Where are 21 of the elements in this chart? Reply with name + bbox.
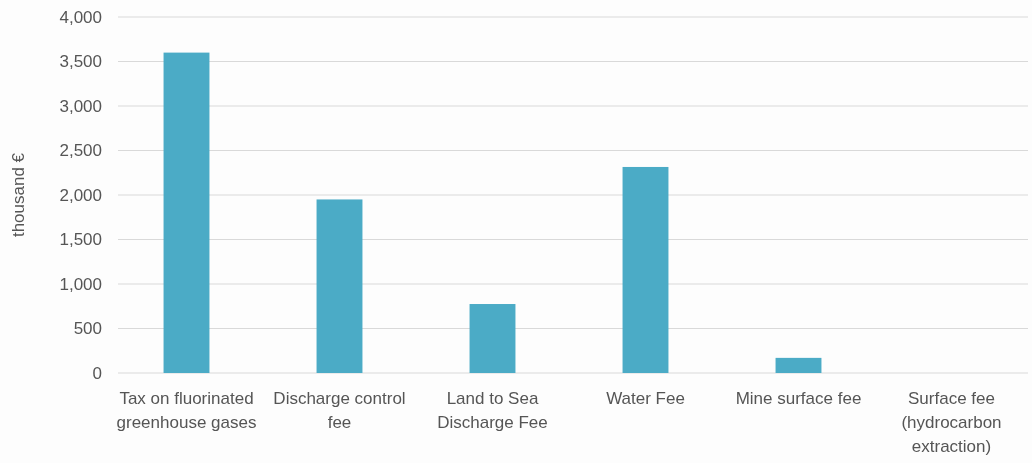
y-tick-label: 1,000	[59, 274, 102, 294]
x-tick-label: Mine surface fee	[735, 389, 862, 408]
y-tick-label: 3,000	[59, 96, 102, 116]
bar	[469, 304, 516, 373]
bar	[316, 199, 363, 373]
x-tick-label: Discharge control fee	[273, 389, 406, 432]
y-tick-label: 2,000	[59, 185, 102, 205]
x-tick-label: Water Fee	[606, 389, 685, 408]
y-tick-label: 500	[73, 319, 102, 339]
bar	[775, 357, 822, 373]
y-axis-title: thousand €	[9, 152, 28, 238]
bar	[163, 52, 210, 373]
y-tick-label: 1,500	[59, 230, 102, 250]
y-tick-label: 4,000	[59, 7, 102, 27]
y-tick-label: 3,500	[59, 52, 102, 72]
x-tick-label: Land to Sea Discharge Fee	[437, 389, 548, 432]
y-tick-label: 2,500	[59, 141, 102, 161]
y-tick-label: 0	[92, 363, 102, 383]
x-tick-label: Surface fee (hydrocarbon extraction)	[901, 389, 1002, 456]
bar	[622, 166, 669, 373]
x-tick-label: Tax on fluorinated greenhouse gases	[116, 389, 257, 432]
